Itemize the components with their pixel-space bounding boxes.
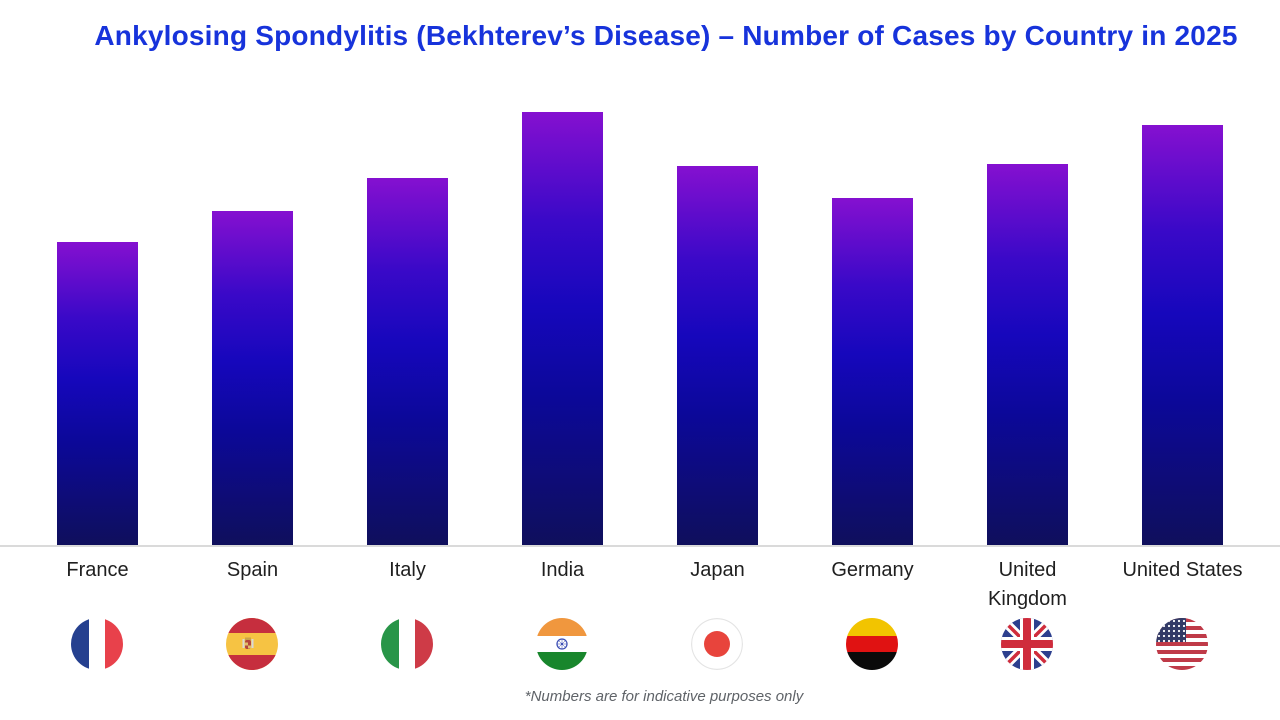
flag-icon-france xyxy=(71,618,123,670)
footnote: *Numbers are for indicative purposes onl… xyxy=(524,688,804,705)
bar-chart: France Spain Italy India Japan Germany United … xyxy=(20,90,1260,690)
chart-column-spain: Spain xyxy=(175,90,330,690)
flag-icon-uk xyxy=(1001,618,1053,670)
category-label-uk: United Kingdom xyxy=(988,559,1067,610)
chart-column-india: India xyxy=(485,90,640,690)
category-label-germany: Germany xyxy=(831,559,914,581)
flag-icon-india xyxy=(536,618,588,670)
bar-germany xyxy=(832,198,913,545)
bar-japan xyxy=(677,166,758,545)
chart-column-uk: United Kingdom xyxy=(950,90,1105,690)
category-label-india: India xyxy=(540,559,585,581)
x-axis-line xyxy=(0,545,1280,547)
flag-icon-germany xyxy=(846,618,898,670)
bar-india xyxy=(522,112,603,545)
category-label-france: France xyxy=(66,559,129,581)
chart-column-japan: Japan xyxy=(640,90,795,690)
flag-icon-spain xyxy=(226,618,278,670)
category-label-italy: Italy xyxy=(389,559,426,581)
chart-column-italy: Italy xyxy=(330,90,485,690)
chart-title: Ankylosing Spondylitis (Bekhterev’s Dise… xyxy=(94,20,1238,51)
bar-usa xyxy=(1142,125,1223,545)
category-label-japan: Japan xyxy=(690,559,745,581)
category-label-usa: United States xyxy=(1122,559,1243,581)
bar-uk xyxy=(987,164,1068,545)
chart-column-usa: United States xyxy=(1105,90,1260,690)
category-label-spain: Spain xyxy=(226,559,279,581)
flag-icon-japan xyxy=(691,618,743,670)
bar-spain xyxy=(212,211,293,545)
bar-italy xyxy=(367,178,448,545)
chart-column-france: France xyxy=(20,90,175,690)
flag-icon-usa xyxy=(1156,618,1208,670)
bar-france xyxy=(57,242,138,545)
chart-column-germany: Germany xyxy=(795,90,950,690)
flag-icon-italy xyxy=(381,618,433,670)
